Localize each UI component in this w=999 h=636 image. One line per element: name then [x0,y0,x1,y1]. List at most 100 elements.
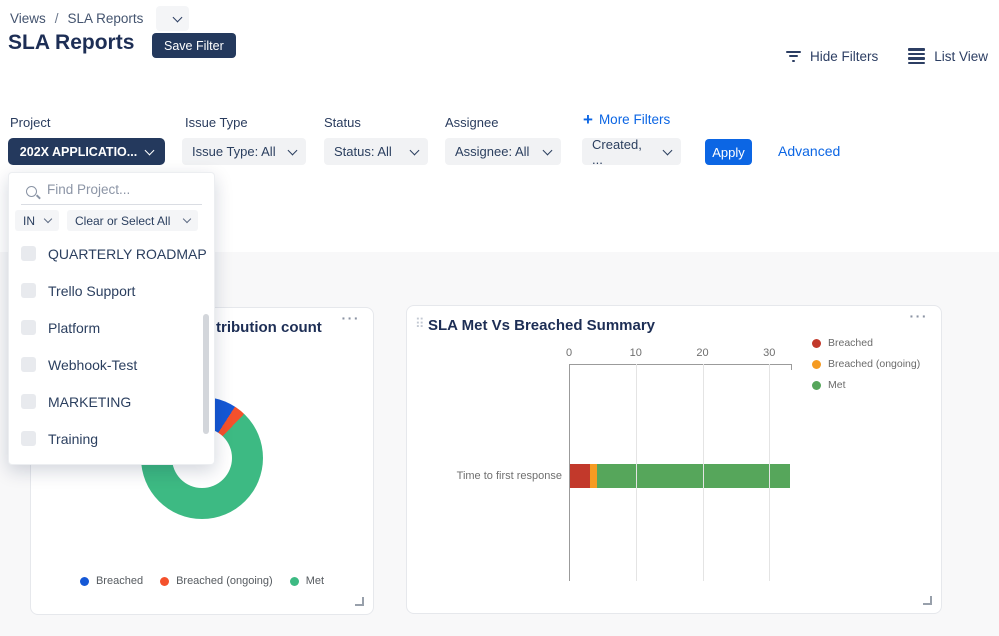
breadcrumb: Views / SLA Reports [10,6,190,31]
clear-or-select-all-value: Clear or Select All [75,213,171,228]
chevron-down-icon [172,12,183,22]
assignee-select-value: Assignee: All [455,144,530,159]
clear-or-select-all-select[interactable]: Clear or Select All [67,210,198,231]
operator-select-value: IN [23,213,35,228]
more-filters-label: More Filters [598,112,671,127]
project-filter-label: Project [10,115,51,130]
resize-handle-icon[interactable] [923,596,932,605]
chevron-down-icon [287,145,298,155]
chevron-down-icon [182,214,192,224]
resize-handle-icon[interactable] [355,597,364,606]
chevron-down-icon [409,145,420,155]
project-option-label: Trello Support [48,282,136,299]
legend-item: Breached [812,337,920,349]
filter-icon [785,50,801,62]
stacked-bar [570,464,791,488]
status-select[interactable]: Status: All [324,138,428,165]
more-filters-button[interactable]: + More Filters [583,109,671,129]
x-tick-label: 30 [763,347,776,359]
legend-dot [160,576,170,586]
project-option-label: MARKETING [48,393,132,410]
x-tick-label: 0 [565,347,573,359]
legend-item: Breached [79,575,143,587]
list-icon [908,48,926,65]
plus-icon: + [583,109,593,129]
drag-handle-icon[interactable]: ⠿ [415,316,425,331]
legend-label: Breached [828,337,873,349]
project-option[interactable]: Training [9,420,214,457]
legend-label: Breached (ongoing) [828,358,921,370]
donut-legend: Breached Breached (ongoing) Met [31,575,373,587]
project-select-value: 202X APPLICATIO... [19,144,138,159]
checkbox[interactable] [21,394,36,409]
divider [21,204,202,205]
legend-label: Met [305,575,325,587]
hide-filters-button[interactable]: Hide Filters [785,49,878,64]
advanced-link[interactable]: Advanced [778,143,841,159]
search-icon [26,186,37,197]
project-option-label: Platform [48,319,101,336]
operator-select[interactable]: IN [15,210,59,231]
checkbox[interactable] [21,320,36,335]
project-option-label: QUARTERLY ROADMAP [48,245,207,262]
legend-item: Breached (ongoing) [160,575,273,587]
breadcrumb-views[interactable]: Views [10,11,46,26]
status-filter-label: Status [324,115,361,130]
y-axis-line [569,364,570,581]
chevron-down-icon [662,145,673,155]
checkbox[interactable] [21,246,36,261]
legend-item: Met [289,575,325,587]
card-menu-ellipsis-icon[interactable]: ··· [909,308,928,324]
distribution-card-title: tribution count [216,319,322,336]
gridline [769,364,771,581]
save-filter-button[interactable]: Save Filter [152,33,236,58]
chevron-down-icon [43,214,53,224]
list-view-button[interactable]: List View [908,48,988,65]
legend-dot [812,338,821,348]
checkbox[interactable] [21,283,36,298]
view-switcher-button[interactable] [156,6,190,31]
created-select[interactable]: Created, ... [582,137,681,167]
breadcrumb-separator: / [54,11,59,26]
bar-segment-breached [570,464,591,488]
legend-item: Breached (ongoing) [812,358,920,370]
chevron-down-icon [144,145,155,155]
find-project-input[interactable] [45,181,199,198]
project-dropdown-panel: IN Clear or Select All QUARTERLY ROADMAP… [8,172,215,465]
breadcrumb-sla-reports[interactable]: SLA Reports [67,11,144,26]
legend-label: Met [828,379,846,391]
project-select[interactable]: 202X APPLICATIO... [8,138,165,165]
project-option-list: QUARTERLY ROADMAP Trello Support Platform W… [9,235,214,457]
legend-item: Met [812,379,920,391]
project-option[interactable]: Webhook-Test [9,346,214,383]
project-option[interactable]: QUARTERLY ROADMAP [9,235,214,272]
assignee-select[interactable]: Assignee: All [445,138,561,165]
project-option[interactable]: Platform [9,309,214,346]
scrollbar-thumb[interactable] [203,314,209,434]
summary-card-title: SLA Met Vs Breached Summary [428,317,656,334]
summary-card: ⠿ SLA Met Vs Breached Summary ··· 0 10 20 3… [406,305,942,614]
project-option[interactable]: MARKETING [9,383,214,420]
bar-category-label: Time to first response [456,470,562,482]
card-menu-ellipsis-icon[interactable]: ··· [341,310,360,326]
legend-dot [812,380,821,390]
status-select-value: Status: All [334,144,392,159]
x-axis-line [569,364,792,370]
project-option[interactable]: Trello Support [9,272,214,309]
legend-dot [289,576,299,586]
chevron-down-icon [542,145,553,155]
issue-type-filter-label: Issue Type [185,115,248,130]
top-actions: Hide Filters List View [785,48,988,65]
bar-segment-met [596,464,791,488]
checkbox[interactable] [21,357,36,372]
list-view-label: List View [934,48,988,64]
bar-segment-breached-ongoing- [590,464,597,488]
apply-button[interactable]: Apply [705,139,752,165]
project-option-label: Webhook-Test [48,356,138,373]
checkbox[interactable] [21,431,36,446]
legend-label: Breached (ongoing) [176,575,273,587]
legend-dot [812,359,821,369]
bar-chart-legend: Breached Breached (ongoing) Met [812,337,920,391]
issue-type-select[interactable]: Issue Type: All [182,138,306,165]
